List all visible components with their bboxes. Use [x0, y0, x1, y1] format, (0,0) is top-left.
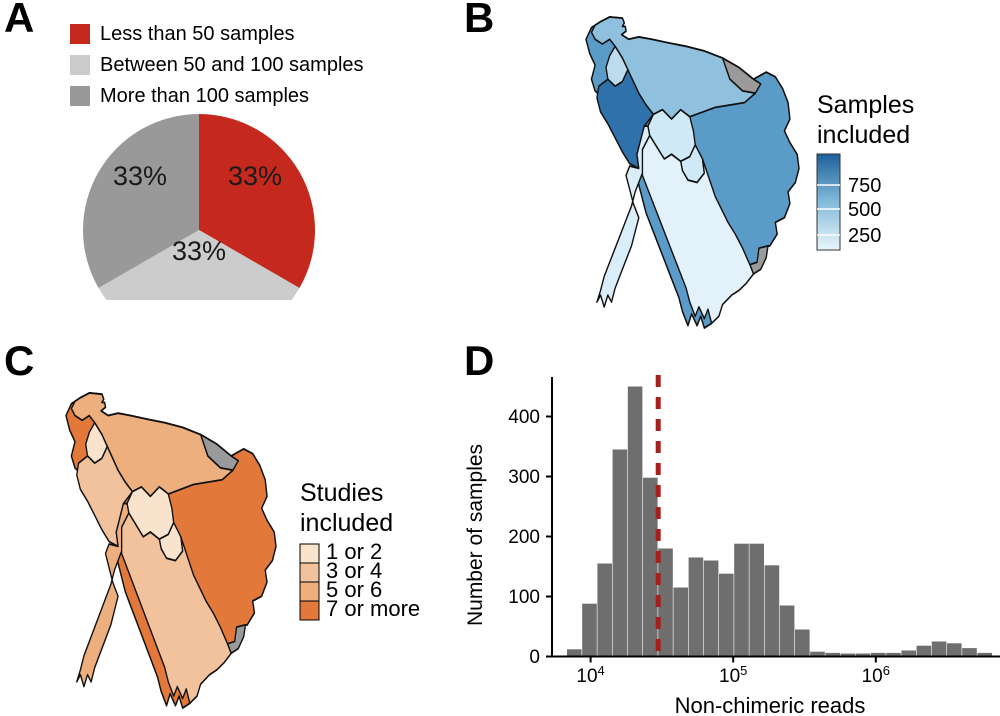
svg-text:104: 104: [576, 663, 604, 687]
svg-text:7 or more: 7 or more: [326, 596, 420, 621]
svg-text:106: 106: [862, 663, 890, 687]
svg-text:100: 100: [508, 587, 540, 608]
svg-text:Samples: Samples: [817, 91, 914, 119]
svg-text:105: 105: [719, 663, 747, 687]
svg-text:200: 200: [508, 527, 540, 548]
svg-text:0: 0: [529, 647, 540, 668]
svg-text:400: 400: [508, 407, 540, 428]
svg-text:300: 300: [508, 467, 540, 488]
svg-text:Studies: Studies: [300, 479, 383, 507]
svg-text:Non-chimeric reads: Non-chimeric reads: [675, 693, 866, 716]
svg-text:250: 250: [848, 225, 881, 247]
svg-text:500: 500: [848, 199, 881, 221]
svg-text:750: 750: [848, 175, 881, 197]
svg-text:Number of samples: Number of samples: [464, 444, 487, 626]
svg-text:included: included: [817, 121, 910, 149]
svg-text:included: included: [300, 509, 393, 537]
